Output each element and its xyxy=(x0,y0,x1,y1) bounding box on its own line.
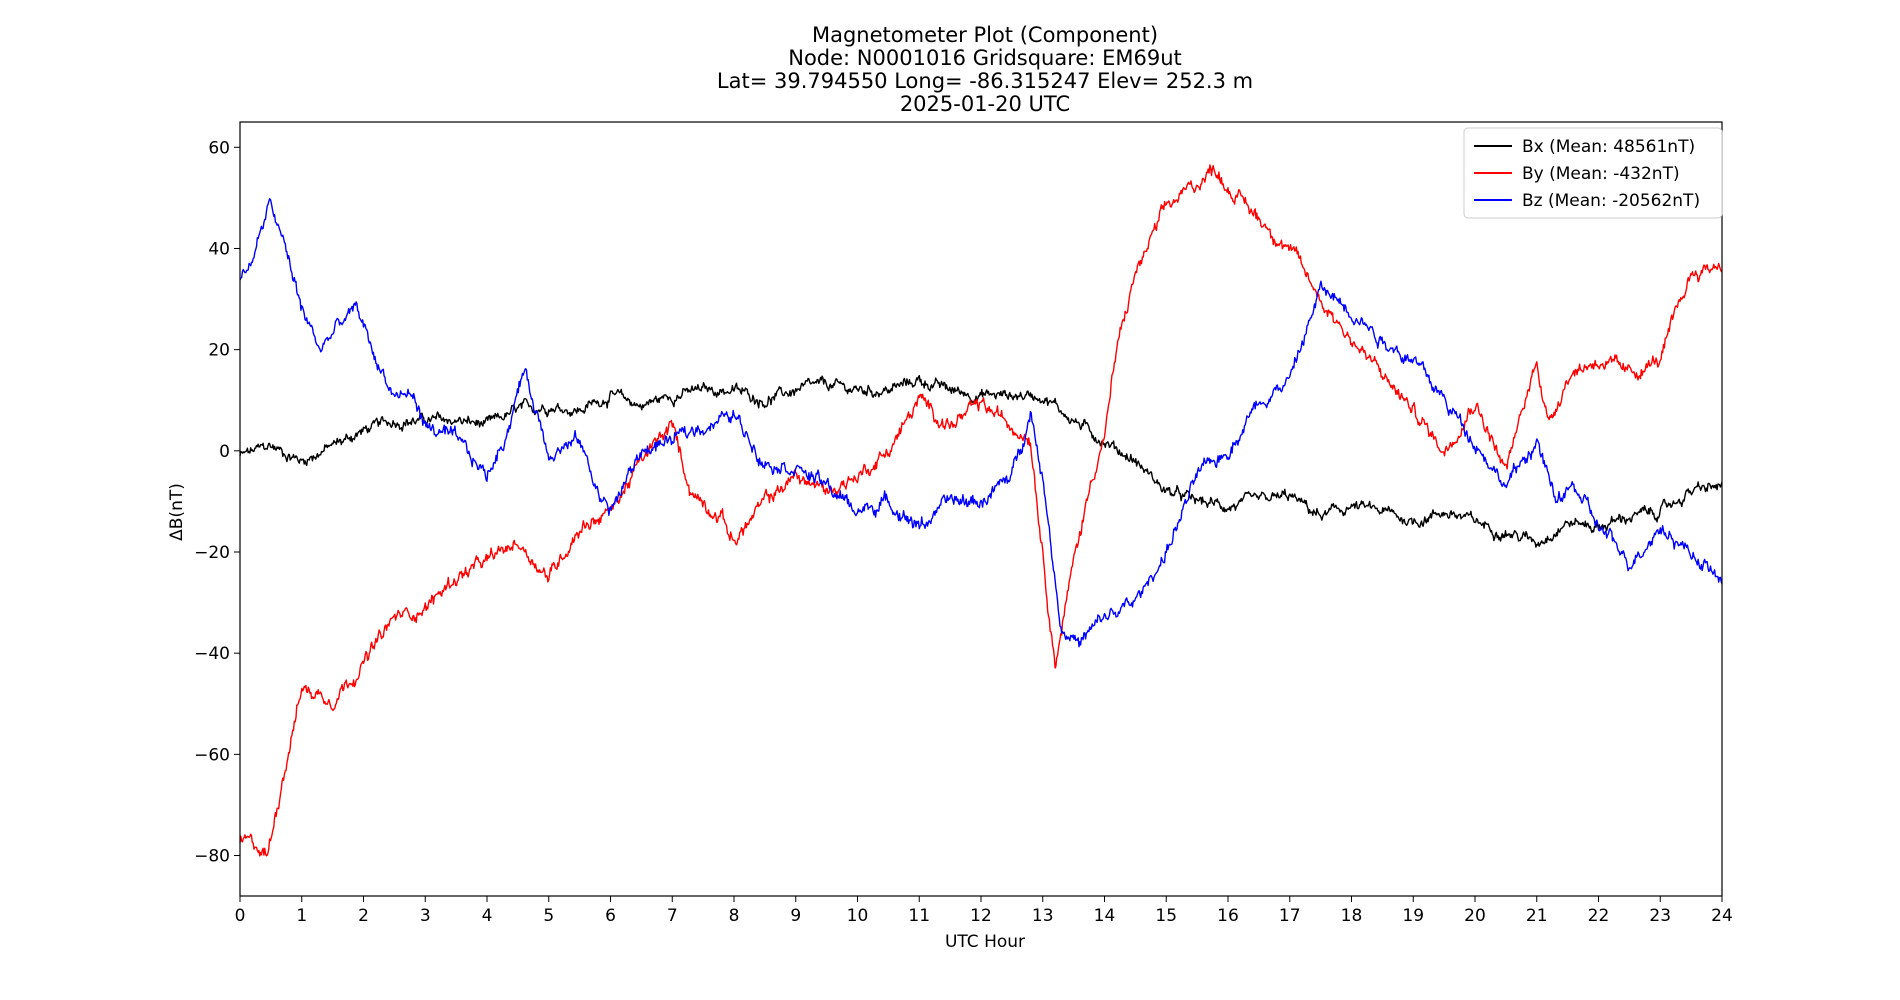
legend: Bx (Mean: 48561nT) By (Mean: -432nT) Bz … xyxy=(1463,127,1723,219)
series-line-by xyxy=(239,164,1723,857)
axis-ticks: 0 1 2 3 4 5 6 7 8 9 10 11 12 13 14 15 16 17 18 19 20 21 22 23 24… xyxy=(194,138,1733,926)
x-tick-label: 1 xyxy=(296,906,307,926)
series-line-bx xyxy=(239,374,1723,548)
series-line-bz xyxy=(239,198,1723,648)
y-tick-label: −20 xyxy=(194,543,230,563)
x-tick-label: 19 xyxy=(1402,906,1424,926)
x-tick-label: 7 xyxy=(667,906,678,926)
x-tick-label: 22 xyxy=(1588,906,1610,926)
x-tick-label: 2 xyxy=(358,906,369,926)
y-tick-label: 20 xyxy=(208,341,230,361)
legend-label-by: By (Mean: -432nT) xyxy=(1522,164,1680,184)
y-tick-label: −80 xyxy=(194,847,230,867)
y-axis-label: ΔB(nT) xyxy=(167,483,187,541)
x-tick-label: 14 xyxy=(1094,906,1116,926)
x-tick-label: 9 xyxy=(790,906,801,926)
y-tick-label: −40 xyxy=(194,644,230,664)
x-tick-label: 20 xyxy=(1464,906,1486,926)
chart-title: Magnetometer Plot (Component) Node: N000… xyxy=(717,23,1253,116)
legend-label-bz: Bz (Mean: -20562nT) xyxy=(1522,191,1700,211)
x-tick-label: 17 xyxy=(1279,906,1301,926)
x-tick-label: 4 xyxy=(482,906,493,926)
x-tick-label: 23 xyxy=(1649,906,1671,926)
title-line-1: Magnetometer Plot (Component) xyxy=(812,23,1158,47)
x-tick-label: 18 xyxy=(1341,906,1363,926)
x-tick-label: 16 xyxy=(1217,906,1239,926)
y-tick-label: 40 xyxy=(208,239,230,259)
legend-box xyxy=(1463,127,1723,219)
legend-label-bx: Bx (Mean: 48561nT) xyxy=(1522,137,1695,157)
plot-frame xyxy=(239,121,1723,897)
y-tick-label: 60 xyxy=(208,138,230,158)
title-line-4: 2025-01-20 UTC xyxy=(900,92,1070,116)
series-lines xyxy=(239,164,1723,857)
x-tick-label: 5 xyxy=(543,906,554,926)
x-tick-label: 8 xyxy=(729,906,740,926)
title-line-3: Lat= 39.794550 Long= -86.315247 Elev= 25… xyxy=(717,69,1253,93)
x-tick-label: 13 xyxy=(1032,906,1054,926)
x-tick-label: 12 xyxy=(970,906,992,926)
x-tick-label: 0 xyxy=(235,906,246,926)
x-axis-label: UTC Hour xyxy=(945,932,1025,952)
x-tick-label: 21 xyxy=(1526,906,1548,926)
x-tick-label: 11 xyxy=(908,906,930,926)
x-tick-label: 6 xyxy=(605,906,616,926)
y-tick-label: 0 xyxy=(219,442,230,462)
x-tick-label: 24 xyxy=(1711,906,1733,926)
y-tick-label: −60 xyxy=(194,745,230,765)
x-tick-label: 10 xyxy=(847,906,869,926)
x-tick-label: 15 xyxy=(1155,906,1177,926)
title-line-2: Node: N0001016 Gridsquare: EM69ut xyxy=(788,46,1181,70)
x-tick-label: 3 xyxy=(420,906,431,926)
